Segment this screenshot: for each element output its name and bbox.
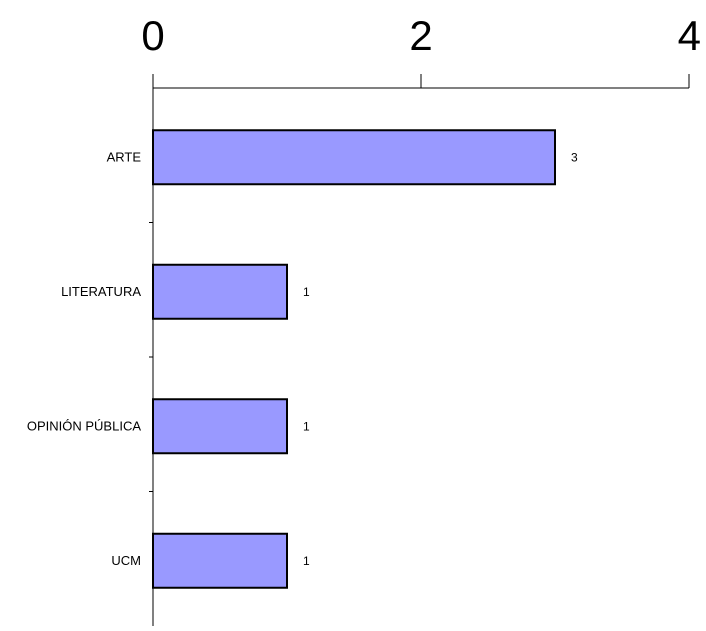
x-tick-label: 0 <box>141 12 164 59</box>
category-label: ARTE <box>107 149 142 164</box>
category-label: UCM <box>111 553 141 568</box>
data-label: 1 <box>303 285 310 299</box>
x-tick-label: 2 <box>409 12 432 59</box>
x-tick-label: 4 <box>678 12 701 59</box>
bar <box>153 130 555 184</box>
category-label: OPINIÓN PÚBLICA <box>27 418 141 433</box>
bar <box>153 534 287 588</box>
bar <box>153 399 287 453</box>
data-label: 1 <box>303 419 310 433</box>
data-label: 3 <box>571 150 578 164</box>
data-label: 1 <box>303 554 310 568</box>
category-label: LITERATURA <box>61 284 141 299</box>
bar <box>153 265 287 319</box>
